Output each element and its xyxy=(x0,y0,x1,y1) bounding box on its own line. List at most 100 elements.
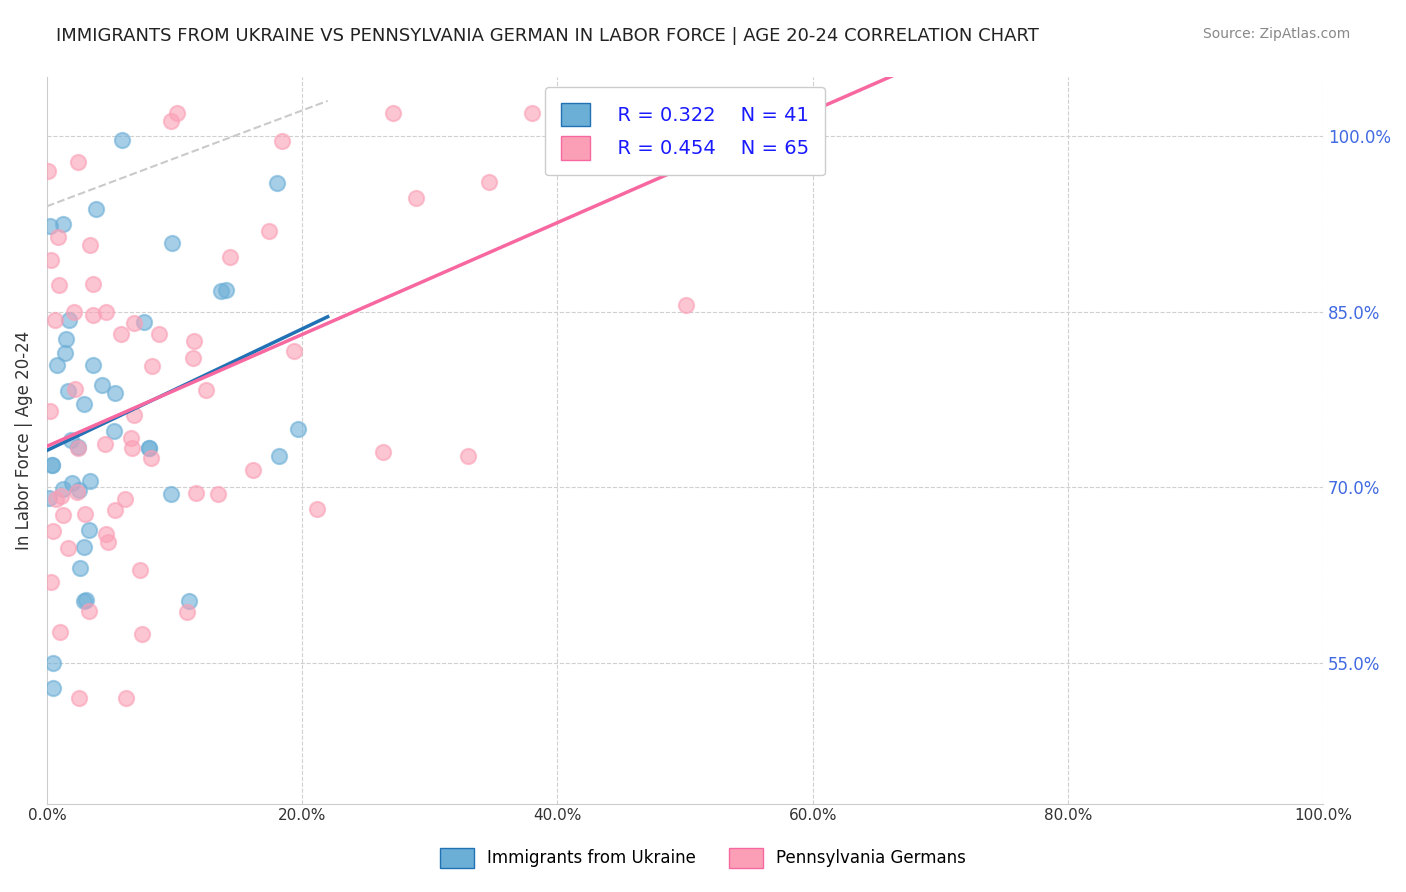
Pennsylvania Germans xyxy=(181,351,204,365)
Pennsylvania Germans xyxy=(79,238,101,252)
Immigrants from Ukraine xyxy=(38,491,60,505)
Immigrants from Ukraine xyxy=(77,523,100,537)
Pennsylvania Germans xyxy=(82,277,104,291)
Immigrants from Ukraine xyxy=(58,384,80,398)
Pennsylvania Germans xyxy=(49,624,72,639)
Pennsylvania Germans xyxy=(141,450,163,465)
Immigrants from Ukraine xyxy=(79,474,101,488)
Immigrants from Ukraine xyxy=(104,386,127,401)
Pennsylvania Germans xyxy=(696,105,718,120)
Immigrants from Ukraine xyxy=(46,358,69,372)
Immigrants from Ukraine xyxy=(138,442,160,456)
Immigrants from Ukraine xyxy=(72,593,94,607)
Pennsylvania Germans xyxy=(82,308,104,322)
Immigrants from Ukraine xyxy=(60,475,83,490)
Pennsylvania Germans xyxy=(73,507,96,521)
Pennsylvania Germans xyxy=(39,252,62,267)
Immigrants from Ukraine xyxy=(138,441,160,455)
Pennsylvania Germans xyxy=(620,105,643,120)
Immigrants from Ukraine xyxy=(53,346,76,360)
Pennsylvania Germans xyxy=(305,501,328,516)
Pennsylvania Germans xyxy=(66,485,89,500)
Immigrants from Ukraine xyxy=(132,315,155,329)
Pennsylvania Germans xyxy=(271,134,294,148)
Immigrants from Ukraine xyxy=(52,217,75,231)
Pennsylvania Germans xyxy=(457,449,479,463)
Pennsylvania Germans xyxy=(124,316,146,330)
Immigrants from Ukraine xyxy=(91,378,114,392)
Pennsylvania Germans xyxy=(51,508,73,522)
Pennsylvania Germans xyxy=(257,223,280,237)
Immigrants from Ukraine xyxy=(209,284,232,298)
Pennsylvania Germans xyxy=(129,563,152,577)
Pennsylvania Germans xyxy=(160,114,183,128)
Pennsylvania Germans xyxy=(94,436,117,450)
Pennsylvania Germans xyxy=(66,441,89,455)
Pennsylvania Germans xyxy=(63,305,86,319)
Pennsylvania Germans xyxy=(176,605,198,619)
Pennsylvania Germans xyxy=(120,431,142,445)
Immigrants from Ukraine xyxy=(266,176,288,190)
Immigrants from Ukraine xyxy=(58,313,80,327)
Pennsylvania Germans xyxy=(41,575,63,590)
Pennsylvania Germans xyxy=(67,155,90,169)
Immigrants from Ukraine xyxy=(41,458,63,473)
Immigrants from Ukraine xyxy=(103,424,125,438)
Pennsylvania Germans xyxy=(37,164,59,178)
Immigrants from Ukraine xyxy=(82,358,104,372)
Pennsylvania Germans xyxy=(675,297,697,311)
Pennsylvania Germans xyxy=(520,105,543,120)
Pennsylvania Germans xyxy=(46,230,69,244)
Legend: Immigrants from Ukraine, Pennsylvania Germans: Immigrants from Ukraine, Pennsylvania Ge… xyxy=(433,841,973,875)
Pennsylvania Germans xyxy=(115,691,138,706)
Pennsylvania Germans xyxy=(478,175,501,189)
Pennsylvania Germans xyxy=(122,408,145,422)
Text: IMMIGRANTS FROM UKRAINE VS PENNSYLVANIA GERMAN IN LABOR FORCE | AGE 20-24 CORREL: IMMIGRANTS FROM UKRAINE VS PENNSYLVANIA … xyxy=(56,27,1039,45)
Immigrants from Ukraine xyxy=(38,219,60,233)
Pennsylvania Germans xyxy=(242,463,264,477)
Pennsylvania Germans xyxy=(94,526,117,541)
Legend:   R = 0.322    N = 41,   R = 0.454    N = 65: R = 0.322 N = 41, R = 0.454 N = 65 xyxy=(546,87,825,176)
Pennsylvania Germans xyxy=(148,327,170,342)
Text: Source: ZipAtlas.com: Source: ZipAtlas.com xyxy=(1202,27,1350,41)
Pennsylvania Germans xyxy=(371,444,394,458)
Immigrants from Ukraine xyxy=(73,540,96,554)
Pennsylvania Germans xyxy=(44,313,66,327)
Immigrants from Ukraine xyxy=(214,283,236,297)
Pennsylvania Germans xyxy=(42,524,65,538)
Pennsylvania Germans xyxy=(283,344,305,359)
Pennsylvania Germans xyxy=(114,491,136,506)
Immigrants from Ukraine xyxy=(67,483,90,498)
Immigrants from Ukraine xyxy=(72,397,94,411)
Pennsylvania Germans xyxy=(382,105,405,120)
Pennsylvania Germans xyxy=(38,404,60,418)
Pennsylvania Germans xyxy=(110,326,132,341)
Pennsylvania Germans xyxy=(63,382,86,396)
Pennsylvania Germans xyxy=(67,691,90,706)
Pennsylvania Germans xyxy=(184,486,207,500)
Pennsylvania Germans xyxy=(183,334,205,348)
Y-axis label: In Labor Force | Age 20-24: In Labor Force | Age 20-24 xyxy=(15,331,32,550)
Immigrants from Ukraine xyxy=(41,657,63,671)
Pennsylvania Germans xyxy=(141,359,163,373)
Pennsylvania Germans xyxy=(194,383,217,397)
Pennsylvania Germans xyxy=(121,441,143,455)
Pennsylvania Germans xyxy=(131,627,153,641)
Immigrants from Ukraine xyxy=(52,483,75,497)
Pennsylvania Germans xyxy=(44,492,66,507)
Pennsylvania Germans xyxy=(104,503,127,517)
Immigrants from Ukraine xyxy=(66,440,89,454)
Immigrants from Ukraine xyxy=(160,487,183,501)
Immigrants from Ukraine xyxy=(69,561,91,575)
Pennsylvania Germans xyxy=(51,489,73,503)
Immigrants from Ukraine xyxy=(60,433,83,447)
Immigrants from Ukraine xyxy=(42,681,65,695)
Immigrants from Ukraine xyxy=(287,422,309,436)
Pennsylvania Germans xyxy=(97,535,120,549)
Pennsylvania Germans xyxy=(703,151,725,165)
Pennsylvania Germans xyxy=(166,105,188,120)
Immigrants from Ukraine xyxy=(269,449,291,463)
Immigrants from Ukraine xyxy=(179,594,201,608)
Immigrants from Ukraine xyxy=(55,332,77,346)
Pennsylvania Germans xyxy=(207,487,229,501)
